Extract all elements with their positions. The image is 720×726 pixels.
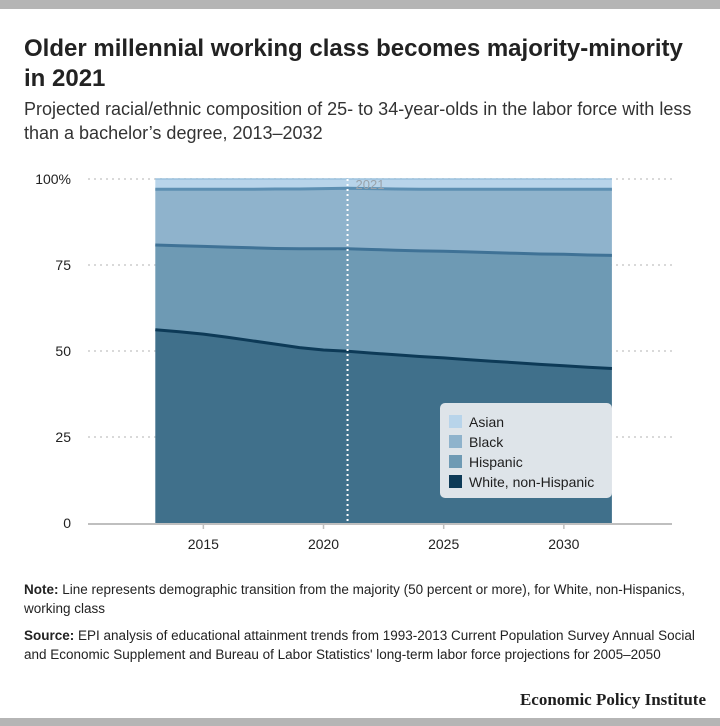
year-2021-marker: 2021 — [346, 177, 385, 523]
source-text: EPI analysis of educational attainment t… — [24, 628, 695, 662]
series-lines — [155, 178, 612, 370]
top-border — [0, 0, 720, 9]
x-tick-label: 2015 — [188, 536, 219, 552]
area-hispanic — [155, 245, 612, 369]
y-tick-label: 0 — [63, 515, 71, 531]
source-label: Source: — [24, 628, 75, 643]
note-label: Note: — [24, 582, 59, 597]
y-tick-label: 25 — [55, 429, 71, 445]
chart-note: Note: Line represents demographic transi… — [24, 580, 704, 618]
x-tick-label: 2025 — [428, 536, 459, 552]
line-black — [155, 186, 612, 191]
legend-swatch-asian — [449, 415, 462, 428]
chart-subtitle: Projected racial/ethnic composition of 2… — [24, 99, 692, 143]
legend-label-white-non-hispanic: White, non-Hispanic — [469, 474, 594, 490]
axes: 0 25 50 75 100% 2015 2020 2025 2030 — [35, 171, 672, 552]
x-tick-label: 2020 — [308, 536, 339, 552]
bottom-border — [0, 718, 720, 726]
legend-label-black: Black — [469, 434, 504, 450]
legend-box — [440, 403, 612, 498]
y-tick-label: 50 — [55, 343, 71, 359]
stacked-area-chart: 2021 0 25 50 75 100% 2015 2020 2025 2030 Asian Bl… — [35, 171, 672, 552]
legend-swatch-black — [449, 435, 462, 448]
legend: Asian Black Hispanic White, non-Hispanic — [440, 403, 612, 498]
legend-label-hispanic: Hispanic — [469, 454, 523, 470]
y-tick-label: 100% — [35, 171, 71, 187]
line-hispanic — [155, 243, 612, 257]
area-asian — [155, 179, 612, 190]
note-text: Line represents demographic transition f… — [24, 582, 686, 616]
brand-logo-text: Economic Policy Institute — [519, 690, 706, 709]
annotation-label: 2021 — [356, 177, 385, 192]
legend-label-asian: Asian — [469, 414, 504, 430]
y-tick-label: 75 — [55, 257, 71, 273]
x-tick-label: 2030 — [548, 536, 579, 552]
legend-swatch-hispanic — [449, 455, 462, 468]
chart-title: Older millennial working class becomes m… — [24, 35, 683, 92]
legend-swatch-white-non-hispanic — [449, 475, 462, 488]
line-white-non-hispanic — [155, 328, 612, 370]
area-black — [155, 188, 612, 256]
chart-source: Source: EPI analysis of educational atta… — [24, 626, 704, 664]
